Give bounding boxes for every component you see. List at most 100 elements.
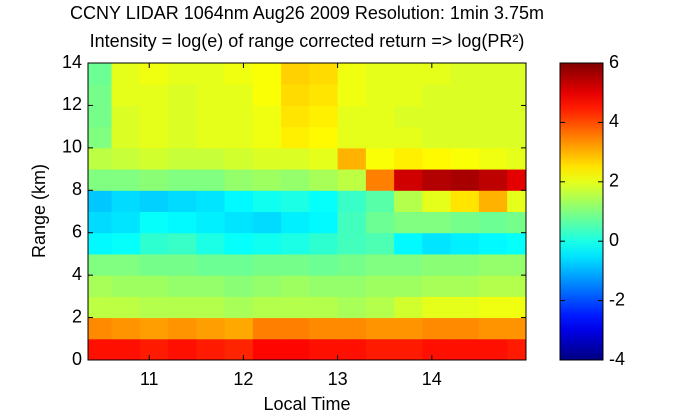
heat-cell: [309, 253, 339, 276]
heat-cell: [422, 63, 452, 85]
heat-cell: [224, 84, 254, 106]
heat-cell: [478, 232, 508, 255]
heat-cell: [281, 296, 310, 319]
heat-cell: [365, 253, 395, 276]
heat-cell: [507, 211, 527, 234]
heat-cell: [196, 169, 226, 191]
heat-cell: [224, 63, 254, 85]
heat-cell: [337, 147, 367, 170]
heat-cell: [478, 190, 508, 212]
heat-cell: [450, 63, 480, 85]
heat-cell: [422, 190, 452, 212]
heat-cell: [252, 296, 282, 319]
x-tick-label: 14: [422, 369, 442, 389]
heat-cell: [252, 84, 282, 106]
heat-cell: [139, 232, 169, 255]
heat-cell: [281, 211, 310, 234]
heat-cell: [507, 63, 527, 85]
heat-cell: [478, 317, 508, 340]
heat-cell: [139, 211, 169, 234]
y-tick-label: 10: [62, 137, 82, 157]
heat-cell: [478, 84, 508, 106]
y-tick-label: 12: [62, 94, 82, 114]
heat-cell: [337, 190, 367, 212]
y-tick-label: 0: [72, 349, 82, 369]
heat-cell: [168, 338, 197, 361]
heat-cell: [507, 296, 527, 319]
heat-cell: [450, 232, 480, 255]
heat-cell: [139, 105, 169, 128]
heat-cell: [168, 147, 197, 170]
heat-cell: [139, 147, 169, 170]
heat-cell: [365, 105, 395, 128]
y-tick-label: 14: [62, 52, 82, 72]
heat-cell: [139, 63, 169, 85]
heat-cell: [196, 317, 226, 340]
heat-cell: [365, 211, 395, 234]
heat-cell: [139, 84, 169, 106]
heat-cell: [88, 253, 113, 276]
heat-cell: [111, 126, 141, 149]
heat-cell: [394, 275, 423, 297]
heat-cell: [88, 105, 113, 128]
heat-cell: [111, 253, 141, 276]
y-tick-label: 6: [72, 221, 82, 241]
x-tick-label: 11: [140, 369, 159, 389]
heat-cell: [196, 190, 226, 212]
heat-cell: [365, 317, 395, 340]
heat-cell: [88, 190, 113, 212]
heat-cell: [111, 147, 141, 170]
heat-cell: [422, 169, 452, 191]
heat-cell: [450, 317, 480, 340]
heat-cell: [422, 126, 452, 149]
heat-cell: [507, 253, 527, 276]
heat-cell: [394, 126, 423, 149]
heat-cell: [281, 232, 310, 255]
heat-cell: [450, 211, 480, 234]
heat-cell: [422, 105, 452, 128]
y-tick-label: 4: [72, 264, 82, 284]
heat-cell: [337, 126, 367, 149]
heat-cell: [168, 232, 197, 255]
heat-cell: [478, 105, 508, 128]
heat-cell: [88, 232, 113, 255]
heat-cell: [394, 190, 423, 212]
y-tick-label: 2: [72, 306, 82, 326]
heat-cell: [111, 232, 141, 255]
heat-cell: [224, 317, 254, 340]
heat-cell: [507, 169, 527, 191]
heat-cell: [394, 105, 423, 128]
heat-cell: [111, 275, 141, 297]
heat-cell: [450, 147, 480, 170]
heat-cell: [478, 253, 508, 276]
heat-cell: [111, 105, 141, 128]
heat-cell: [309, 296, 339, 319]
heat-cell: [252, 275, 282, 297]
heat-cell: [450, 169, 480, 191]
heat-cell: [111, 84, 141, 106]
y-tick-label: 8: [72, 179, 82, 199]
heat-cell: [224, 211, 254, 234]
heat-cell: [111, 211, 141, 234]
heat-cell: [507, 317, 527, 340]
heat-cell: [507, 84, 527, 106]
heat-cell: [394, 338, 423, 361]
heat-cell: [252, 190, 282, 212]
heat-cell: [450, 190, 480, 212]
heat-cell: [88, 338, 113, 361]
y-axis-label: Range (km): [29, 164, 49, 258]
heat-cell: [507, 126, 527, 149]
heat-cell: [139, 275, 169, 297]
colorbar-tick-label: 2: [609, 171, 619, 191]
heat-cell: [281, 338, 310, 361]
heat-cell: [224, 338, 254, 361]
heat-cell: [337, 296, 367, 319]
heat-cell: [337, 169, 367, 191]
heat-cell: [111, 296, 141, 319]
heat-cell: [88, 126, 113, 149]
heat-cell: [281, 275, 310, 297]
heat-cell: [111, 338, 141, 361]
heat-cell: [450, 105, 480, 128]
heat-cell: [281, 253, 310, 276]
heat-cell: [309, 63, 339, 85]
